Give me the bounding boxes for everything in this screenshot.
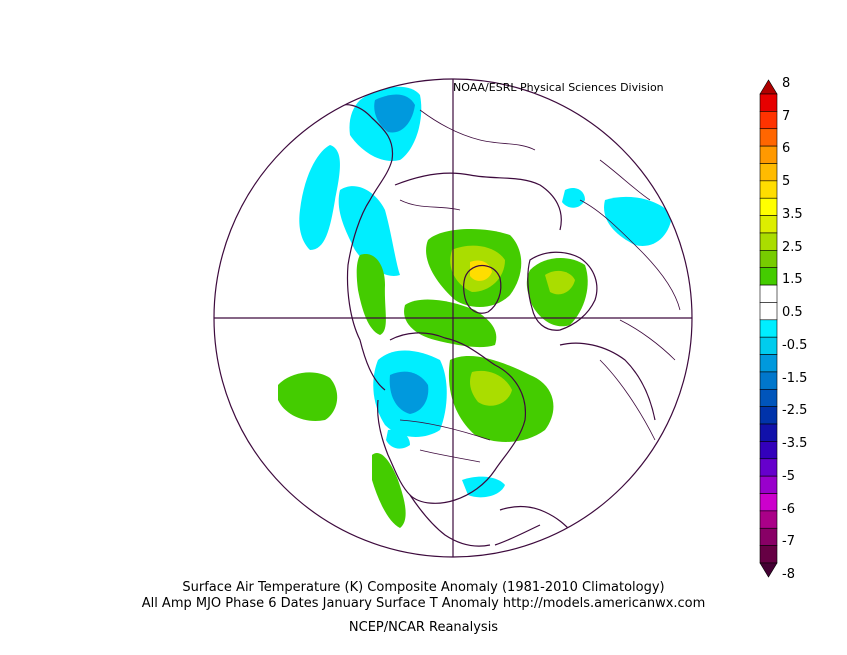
colorbar-label: -3.5 bbox=[782, 436, 808, 452]
source-label: NCEP/NCAR Reanalysis bbox=[348, 620, 499, 635]
colorbar-label: -8 bbox=[782, 567, 795, 582]
cool-anomaly-europe-small bbox=[562, 188, 585, 208]
coastlines bbox=[329, 104, 656, 547]
colorbar-segment bbox=[759, 493, 778, 512]
colorbar-segment bbox=[759, 388, 778, 407]
colorbar bbox=[759, 79, 778, 578]
coast-europe bbox=[527, 251, 598, 331]
colorbar-label: -7 bbox=[782, 534, 795, 550]
coast-south-america-edge bbox=[494, 524, 541, 546]
colorbar-segment bbox=[759, 336, 778, 355]
credit-text: NOAA/ESRL Physical Sciences Division bbox=[453, 81, 664, 94]
cool-anomaly-siberia-core bbox=[374, 94, 415, 133]
warm-anomaly-east-canada-mid bbox=[470, 370, 512, 406]
colorbar-segment bbox=[759, 423, 778, 442]
colorbar-segment bbox=[759, 232, 778, 251]
border-europe-1 bbox=[579, 199, 681, 311]
colorbar-segment bbox=[759, 545, 778, 564]
map-boundary bbox=[213, 78, 693, 558]
border-asia-1 bbox=[419, 109, 536, 151]
colorbar-label: 0.5 bbox=[782, 305, 803, 321]
colorbar-segment bbox=[759, 458, 778, 477]
colorbar-segment bbox=[759, 128, 778, 147]
colorbar-segment bbox=[759, 180, 778, 199]
colorbar-label: 7 bbox=[782, 108, 791, 124]
colorbar-label: 1.5 bbox=[782, 272, 803, 288]
warm-anomaly-kamchatka bbox=[356, 254, 386, 335]
colorbar-segment bbox=[759, 197, 778, 216]
colorbar-label: 2.5 bbox=[782, 239, 803, 255]
colorbar-label: -1.5 bbox=[782, 370, 808, 386]
colorbar-segment bbox=[759, 475, 778, 494]
border-asia-2 bbox=[399, 199, 461, 211]
colorbar-label: -0.5 bbox=[782, 337, 808, 353]
colorbar-segment bbox=[759, 510, 778, 529]
border-africa bbox=[599, 359, 656, 441]
cool-anomaly-europe-east bbox=[604, 196, 672, 246]
colorbar-segment bbox=[759, 406, 778, 425]
colorbar-label: 5 bbox=[782, 174, 791, 190]
colorbar-segment bbox=[759, 163, 778, 182]
warm-anomaly-canada bbox=[404, 299, 497, 348]
colorbar-top-arrow bbox=[759, 79, 778, 95]
colorbar-label: -5 bbox=[782, 468, 795, 484]
cool-anomaly-asia-east bbox=[338, 186, 400, 276]
cool-anomaly-western-na-core bbox=[389, 371, 429, 414]
coast-north-america bbox=[377, 332, 527, 504]
warm-anomaly-mexico-pacific bbox=[372, 452, 406, 528]
coast-greenland bbox=[463, 264, 502, 314]
colorbar-label: 8 bbox=[782, 76, 791, 91]
coast-caribbean bbox=[499, 505, 571, 531]
border-na-1 bbox=[399, 419, 491, 441]
colorbar-segment bbox=[759, 250, 778, 269]
colorbar-segment bbox=[759, 145, 778, 164]
warm-anomaly-pacific bbox=[278, 372, 338, 421]
colorbar-segment bbox=[759, 527, 778, 546]
colorbar-segment bbox=[759, 441, 778, 460]
coast-asia bbox=[329, 104, 394, 391]
coast-central-america bbox=[409, 494, 491, 547]
title-line-1: Surface Air Temperature (K) Composite An… bbox=[182, 580, 665, 595]
warm-anomaly-europe-mid bbox=[545, 270, 575, 295]
colorbar-bottom-arrow bbox=[759, 562, 778, 578]
border-mideast bbox=[619, 319, 676, 361]
cool-anomaly-mexico bbox=[386, 429, 410, 449]
colorbar-label: 3.5 bbox=[782, 206, 803, 222]
colorbar-segment bbox=[759, 302, 778, 321]
border-na-2 bbox=[419, 449, 481, 463]
title-line-2: All Amp MJO Phase 6 Dates January Surfac… bbox=[141, 596, 706, 611]
colorbar-segment bbox=[759, 267, 778, 286]
colorbar-segment bbox=[759, 319, 778, 338]
colorbar-segment bbox=[759, 111, 778, 130]
coast-arctic-siberia bbox=[394, 172, 562, 231]
colorbar-label: 6 bbox=[782, 141, 791, 157]
colorbar-label: -6 bbox=[782, 501, 795, 517]
colorbar-segment bbox=[759, 284, 778, 303]
borders bbox=[399, 109, 681, 463]
colorbar-segment bbox=[759, 215, 778, 234]
colorbar-segment bbox=[759, 354, 778, 373]
border-europe-2 bbox=[599, 159, 651, 201]
anomaly-fill-layer bbox=[278, 86, 672, 528]
colorbar-segment bbox=[759, 93, 778, 112]
colorbar-label: -2.5 bbox=[782, 403, 808, 419]
coast-africa-north bbox=[559, 342, 656, 421]
cool-anomaly-alaska-pacific bbox=[299, 145, 340, 250]
colorbar-segment bbox=[759, 371, 778, 390]
